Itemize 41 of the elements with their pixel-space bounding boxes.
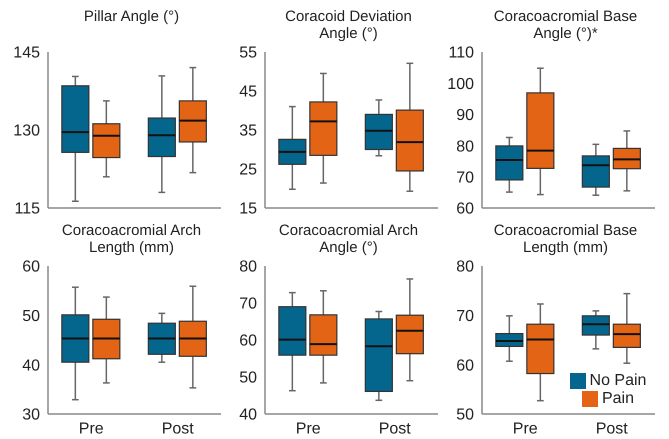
y-tick-label: 50 xyxy=(239,370,258,387)
y-tick-label: 100 xyxy=(447,76,474,93)
y-tick-label: 60 xyxy=(456,357,474,374)
y-tick-label: 50 xyxy=(22,308,40,326)
y-tick-label: 45 xyxy=(239,84,258,101)
y-tick-label: 40 xyxy=(22,357,40,374)
y-tick-label: 80 xyxy=(456,138,474,156)
y-tick-label: 110 xyxy=(448,44,474,62)
y-tick-label: 50 xyxy=(456,406,474,424)
chart-title: Coracoacromial Base Angle (°)* xyxy=(492,8,638,42)
y-tick-label: 145 xyxy=(13,44,40,62)
x-tick-label: Pre xyxy=(78,420,104,438)
x-tick-label: Post xyxy=(596,420,628,438)
y-tick-label: 80 xyxy=(239,258,258,276)
y-tick-label: 25 xyxy=(239,162,258,179)
y-tick-label: 70 xyxy=(456,169,474,186)
y-tick-label: 70 xyxy=(239,296,258,313)
chart-title: Coracoid Deviation Angle (°) xyxy=(284,8,413,42)
y-tick-label: 130 xyxy=(13,122,40,140)
chart-title: Coracoacromial Arch Length (mm) xyxy=(60,222,202,256)
x-tick-label: Post xyxy=(162,420,194,438)
x-tick-label: Post xyxy=(378,420,412,438)
y-tick-label: 60 xyxy=(239,332,258,350)
chart-title: Pillar Angle (°) xyxy=(82,8,180,25)
x-tick-label: Pre xyxy=(512,420,538,438)
y-tick-label: 30 xyxy=(22,406,40,424)
chart-title: Coracoacromial Arch Angle (°) xyxy=(278,222,420,256)
y-tick-label: 70 xyxy=(456,308,474,326)
y-tick-label: 115 xyxy=(14,200,40,218)
chart-title: Coracoacromial Base Length (mm) xyxy=(492,222,638,256)
y-tick-label: 90 xyxy=(456,107,474,124)
x-tick-label: Pre xyxy=(296,420,321,438)
y-tick-label: 60 xyxy=(22,258,40,276)
y-tick-label: 40 xyxy=(239,406,258,424)
legend-label: Pain xyxy=(602,390,634,407)
legend-label: No Pain xyxy=(590,372,646,389)
y-tick-label: 15 xyxy=(239,200,258,218)
y-tick-label: 35 xyxy=(239,122,258,140)
y-tick-label: 60 xyxy=(456,200,474,218)
y-tick-label: 55 xyxy=(239,44,258,62)
y-tick-label: 80 xyxy=(456,258,474,276)
